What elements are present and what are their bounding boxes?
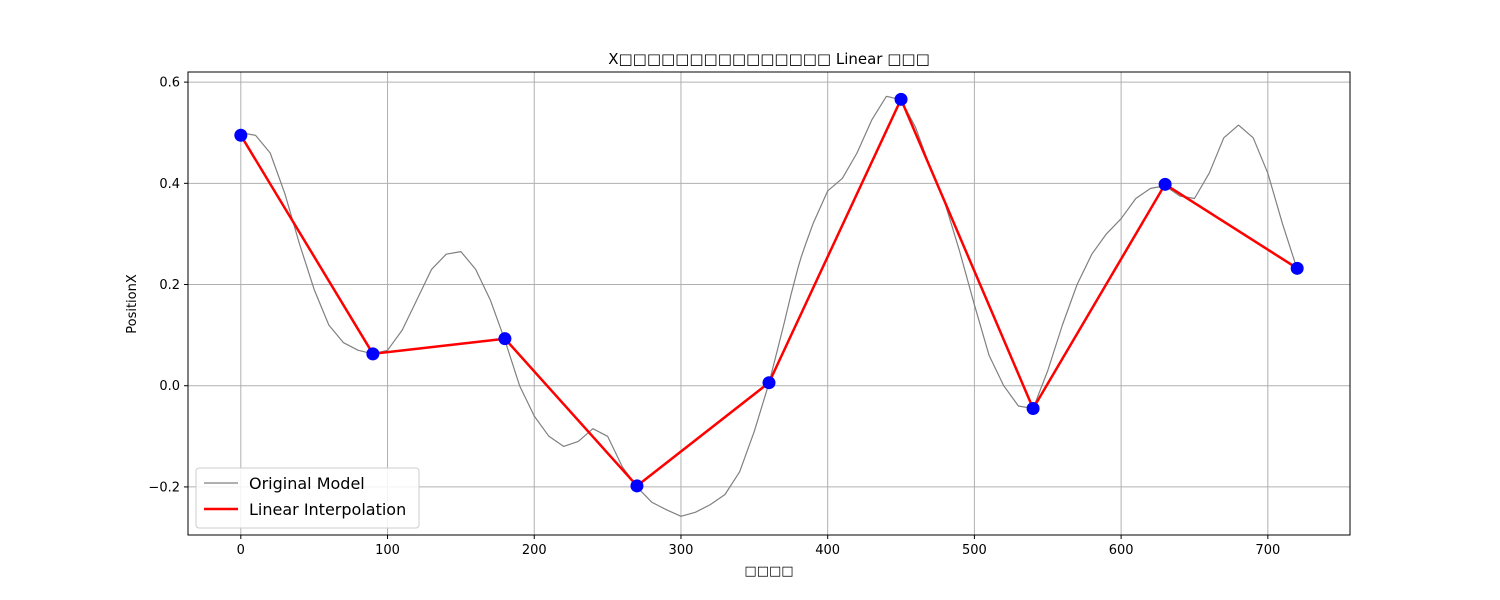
y-axis-label: PositionX	[125, 274, 140, 334]
series-original-model	[240, 95, 1298, 517]
keyframe-marker	[762, 376, 776, 390]
keyframe-marker	[1158, 177, 1172, 191]
x-tick-label: 100	[375, 543, 400, 558]
x-tick-label: 500	[962, 543, 987, 558]
legend-label-original-model: Original Model	[249, 474, 365, 493]
x-tick-label: 300	[669, 543, 694, 558]
x-axis-ticks: 0 100 200 300 400 500 600 700	[237, 535, 1280, 558]
y-tick-label: 0.0	[159, 379, 180, 394]
x-tick-label: 600	[1109, 543, 1134, 558]
y-tick-label: 0.4	[159, 177, 180, 192]
y-tick-label: 0.6	[159, 76, 180, 91]
x-tick-label: 400	[815, 543, 840, 558]
chart-title: X□□□□□□□□□□□□□□□ Linear □□□	[608, 50, 930, 68]
x-tick-label: 200	[522, 543, 547, 558]
keyframe-marker	[1290, 261, 1304, 275]
original-model-line	[240, 95, 1298, 517]
keyframe-marker	[894, 92, 908, 106]
plot-frame	[187, 71, 1351, 536]
y-tick-label: −0.2	[148, 480, 180, 495]
keyframe-marker	[366, 347, 380, 361]
y-tick-label: 0.2	[159, 278, 180, 293]
x-tick-label: 700	[1255, 543, 1280, 558]
x-axis-label: □□□□	[744, 564, 793, 579]
legend-box	[195, 467, 420, 529]
keyframe-marker	[630, 479, 644, 493]
legend: Original Model Linear Interpolation	[195, 467, 420, 529]
keyframe-marker	[498, 332, 512, 346]
keyframe-marker	[1026, 401, 1040, 415]
y-axis-ticks: −0.2 0.0 0.2 0.4 0.6	[148, 76, 188, 495]
legend-label-linear-interpolation: Linear Interpolation	[249, 500, 406, 519]
keyframe-marker	[234, 128, 248, 142]
x-tick-label: 0	[237, 543, 245, 558]
keyframe-markers	[234, 92, 1304, 493]
